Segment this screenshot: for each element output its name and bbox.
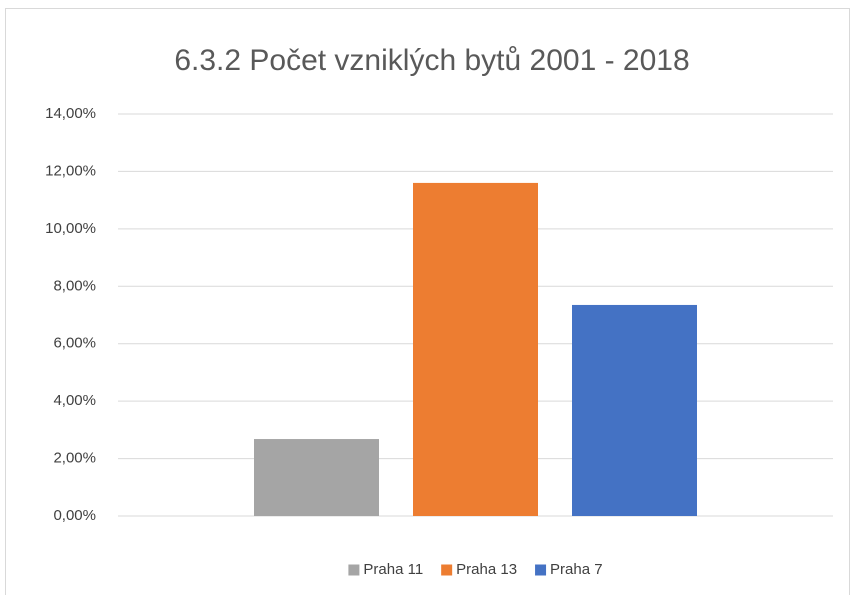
y-tick-label: 10,00% [45, 220, 96, 237]
y-tick-label: 6,00% [53, 335, 96, 352]
legend-label: Praha 11 [363, 561, 423, 578]
y-tick-label: 0,00% [53, 507, 96, 524]
legend-swatch [441, 564, 453, 576]
bar [572, 304, 697, 516]
legend-label: Praha 13 [456, 561, 517, 578]
chart-title: 6.3.2 Počet vzniklých bytů 2001 - 2018 [174, 44, 689, 77]
bar [413, 182, 538, 516]
legend-label: Praha 7 [550, 561, 603, 578]
y-tick-label: 2,00% [53, 450, 96, 467]
legend-swatch [535, 564, 547, 576]
y-tick-label: 14,00% [45, 105, 96, 122]
y-tick-label: 8,00% [53, 277, 96, 294]
y-tick-label: 12,00% [45, 162, 96, 179]
y-tick-label: 4,00% [53, 392, 96, 409]
legend-swatch [348, 564, 360, 576]
bar [254, 439, 379, 516]
